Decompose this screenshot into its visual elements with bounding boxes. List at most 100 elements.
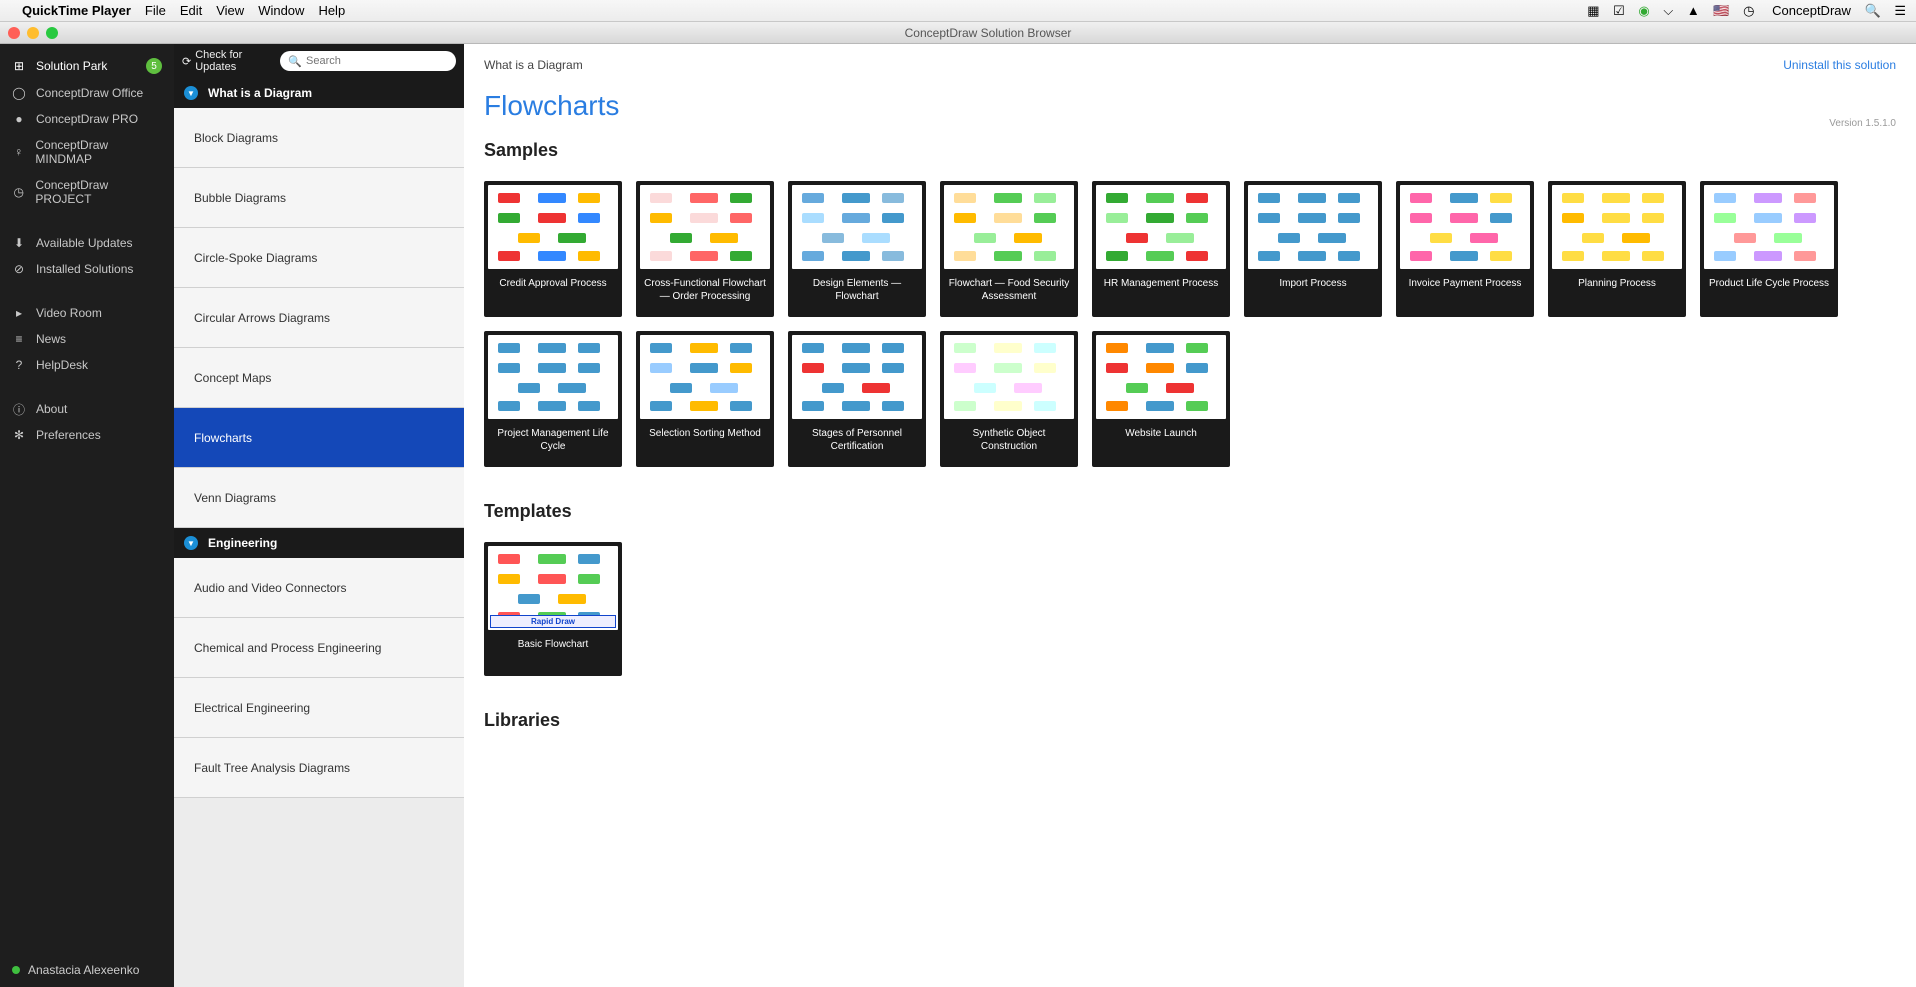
- menu-file[interactable]: File: [145, 3, 166, 18]
- sidebar-item[interactable]: ⓘ About: [0, 396, 174, 422]
- card-thumbnail: [792, 185, 922, 269]
- sample-card[interactable]: HR Management Process: [1092, 181, 1230, 317]
- sample-card[interactable]: Stages of Personnel Certification: [788, 331, 926, 467]
- card-label: Website Launch: [1096, 419, 1226, 461]
- user-name: Anastacia Alexeenko: [28, 963, 139, 977]
- wifi-icon[interactable]: ⌵: [1663, 3, 1673, 18]
- refresh-icon: ⟳: [182, 55, 191, 68]
- category-item[interactable]: Chemical and Process Engineering: [174, 618, 464, 678]
- sample-card[interactable]: Import Process: [1244, 181, 1382, 317]
- menu-edit[interactable]: Edit: [180, 3, 202, 18]
- sample-card[interactable]: Selection Sorting Method: [636, 331, 774, 467]
- card-label: Flowchart — Food Security Assessment: [944, 269, 1074, 313]
- sample-card[interactable]: Website Launch: [1092, 331, 1230, 467]
- rapid-draw-badge: Rapid Draw: [490, 615, 616, 628]
- category-section-header[interactable]: ▼Engineering: [174, 528, 464, 558]
- window-title: ConceptDraw Solution Browser: [68, 26, 1908, 40]
- sample-card[interactable]: Cross-Functional Flowchart — Order Proce…: [636, 181, 774, 317]
- sidebar-item[interactable]: ✻ Preferences: [0, 422, 174, 448]
- category-item[interactable]: Block Diagrams: [174, 108, 464, 168]
- card-thumbnail: Rapid Draw: [488, 546, 618, 630]
- menubar-appname[interactable]: QuickTime Player: [22, 3, 131, 18]
- menu-help[interactable]: Help: [318, 3, 345, 18]
- check-updates-button[interactable]: ⟳ Check for Updates: [182, 49, 272, 73]
- chevron-down-icon: ▼: [184, 86, 198, 100]
- card-label: HR Management Process: [1096, 269, 1226, 311]
- menu-window[interactable]: Window: [258, 3, 304, 18]
- sidebar-item[interactable]: ⬇ Available Updates: [0, 230, 174, 256]
- card-thumbnail: [1552, 185, 1682, 269]
- sample-card[interactable]: Credit Approval Process: [484, 181, 622, 317]
- card-thumbnail: [488, 185, 618, 269]
- card-label: Cross-Functional Flowchart — Order Proce…: [640, 269, 770, 313]
- sample-card[interactable]: Product Life Cycle Process: [1700, 181, 1838, 317]
- search-input[interactable]: [306, 55, 448, 67]
- category-item[interactable]: Bubble Diagrams: [174, 168, 464, 228]
- sidebar-item[interactable]: ? HelpDesk: [0, 352, 174, 378]
- version-label: Version 1.5.1.0: [1829, 118, 1896, 129]
- spotlight-icon[interactable]: 🔍: [1865, 3, 1881, 18]
- card-label: Product Life Cycle Process: [1704, 269, 1834, 311]
- tray-icon[interactable]: ▲: [1687, 3, 1700, 18]
- flag-icon[interactable]: 🇺🇸: [1713, 3, 1729, 18]
- sample-card[interactable]: Invoice Payment Process: [1396, 181, 1534, 317]
- sidebar-item[interactable]: ♀ ConceptDraw MINDMAP: [0, 132, 174, 172]
- minimize-icon[interactable]: [27, 27, 39, 39]
- sidebar-item-label: Preferences: [36, 428, 101, 442]
- category-item[interactable]: Audio and Video Connectors: [174, 558, 464, 618]
- sample-card[interactable]: Design Elements — Flowchart: [788, 181, 926, 317]
- section-heading: Libraries: [464, 696, 1916, 741]
- sidebar-item[interactable]: ◯ ConceptDraw Office: [0, 80, 174, 106]
- category-item[interactable]: Concept Maps: [174, 348, 464, 408]
- card-label: Synthetic Object Construction: [944, 419, 1074, 463]
- sample-card[interactable]: Rapid Draw Basic Flowchart: [484, 542, 622, 676]
- card-thumbnail: [640, 185, 770, 269]
- menu-icon[interactable]: ☰: [1894, 3, 1906, 18]
- sidebar-item[interactable]: ⊘ Installed Solutions: [0, 256, 174, 282]
- tray-brand[interactable]: ConceptDraw: [1772, 3, 1851, 18]
- sidebar-item[interactable]: ≡ News: [0, 326, 174, 352]
- sample-card[interactable]: Synthetic Object Construction: [940, 331, 1078, 467]
- sample-card[interactable]: Project Management Life Cycle: [484, 331, 622, 467]
- category-item[interactable]: Circle-Spoke Diagrams: [174, 228, 464, 288]
- traffic-lights[interactable]: [8, 27, 58, 39]
- category-item[interactable]: Fault Tree Analysis Diagrams: [174, 738, 464, 798]
- tray-icon[interactable]: ◷: [1743, 3, 1754, 18]
- card-label: Planning Process: [1552, 269, 1682, 311]
- card-label: Invoice Payment Process: [1400, 269, 1530, 311]
- search-field[interactable]: 🔍: [280, 51, 456, 71]
- user-status[interactable]: Anastacia Alexeenko: [12, 963, 139, 977]
- sidebar-item-label: ConceptDraw PRO: [36, 112, 138, 126]
- tray-icon[interactable]: ☑: [1613, 3, 1625, 18]
- category-item[interactable]: Circular Arrows Diagrams: [174, 288, 464, 348]
- card-label: Import Process: [1248, 269, 1378, 311]
- search-icon: 🔍: [288, 55, 302, 68]
- close-icon[interactable]: [8, 27, 20, 39]
- category-section-header[interactable]: ▼What is a Diagram: [174, 78, 464, 108]
- menu-view[interactable]: View: [216, 3, 244, 18]
- sidebar-item[interactable]: ● ConceptDraw PRO: [0, 106, 174, 132]
- sidebar-item-label: ConceptDraw MINDMAP: [35, 138, 162, 166]
- zoom-icon[interactable]: [46, 27, 58, 39]
- section-heading: Samples: [464, 126, 1916, 171]
- chevron-down-icon: ▼: [184, 536, 198, 550]
- card-grid: [464, 741, 1916, 771]
- uninstall-link[interactable]: Uninstall this solution: [1783, 58, 1896, 72]
- circle-icon: ◯: [12, 86, 26, 100]
- sidebar-item[interactable]: ⊞ Solution Park5: [0, 52, 174, 80]
- tray-icon[interactable]: ▦: [1587, 3, 1599, 18]
- category-item[interactable]: Electrical Engineering: [174, 678, 464, 738]
- card-thumbnail: [1096, 335, 1226, 419]
- card-label: Stages of Personnel Certification: [792, 419, 922, 463]
- sidebar-item[interactable]: ◷ ConceptDraw PROJECT: [0, 172, 174, 212]
- sidebar-item[interactable]: ▸ Video Room: [0, 300, 174, 326]
- category-item[interactable]: Flowcharts: [174, 408, 464, 468]
- category-item[interactable]: Venn Diagrams: [174, 468, 464, 528]
- menubar-tray: ▦ ☑ ◉ ⌵ ▲ 🇺🇸 ◷ ConceptDraw 🔍 ☰: [1577, 3, 1906, 19]
- breadcrumb[interactable]: What is a Diagram: [484, 58, 583, 72]
- sidebar-item-label: Video Room: [36, 306, 102, 320]
- sidebar-item-label: Solution Park: [36, 59, 107, 73]
- tray-icon[interactable]: ◉: [1638, 3, 1649, 18]
- sample-card[interactable]: Flowchart — Food Security Assessment: [940, 181, 1078, 317]
- sample-card[interactable]: Planning Process: [1548, 181, 1686, 317]
